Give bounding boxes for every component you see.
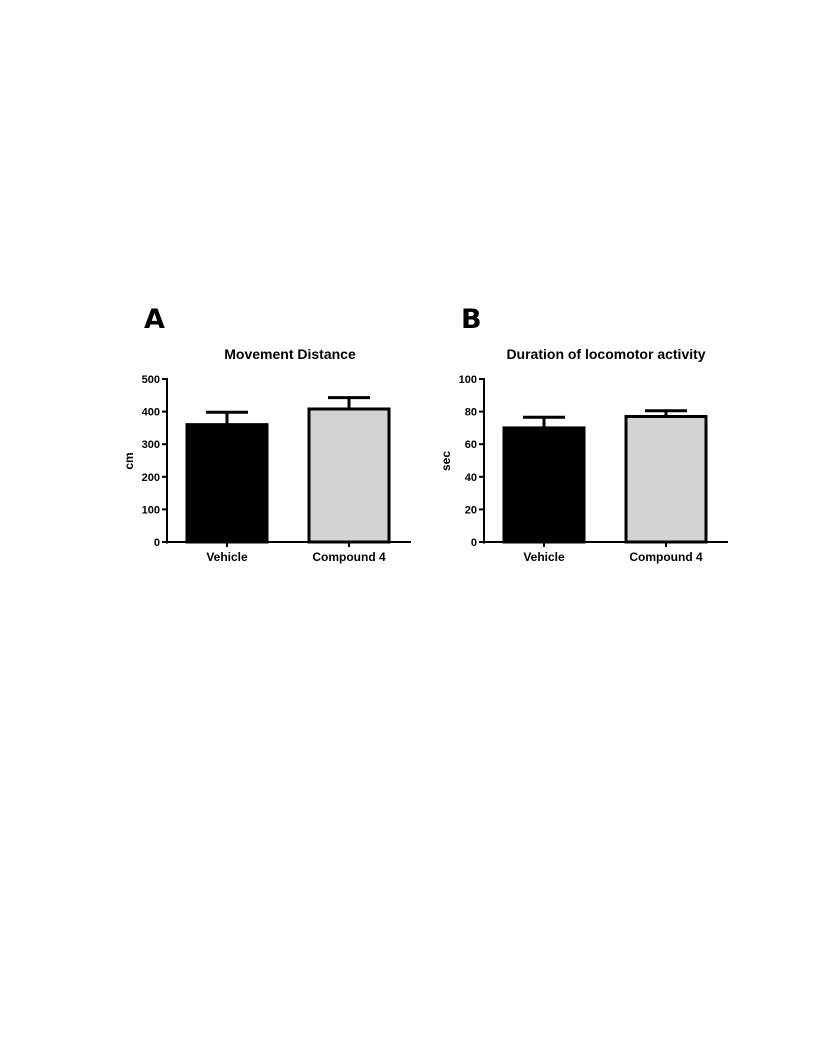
y-tick-label-b: 60 [465, 439, 477, 451]
bar-b-1 [502, 426, 586, 544]
error-bar-a-2 [328, 396, 370, 409]
error-bar-b-1 [523, 415, 565, 428]
panel-label-a: A [144, 304, 165, 335]
y-tick-label-a: 0 [154, 537, 160, 549]
error-bar-b-2 [645, 409, 687, 417]
x-tick-label-a: Compound 4 [312, 550, 386, 564]
x-tick-label-b: Vehicle [523, 550, 565, 564]
y-tick-label-a: 400 [142, 407, 160, 419]
y-tick-label-b: 20 [465, 504, 477, 516]
y-tick-label-b: 100 [459, 374, 477, 386]
error-bar-a-1 [206, 410, 248, 425]
y-tick-label-a: 200 [142, 472, 160, 484]
chart-title-b: Duration of locomotor activity [506, 346, 705, 362]
chart-panel-a: A Movement Distance cm 0 100 200 300 400 500 V… [122, 304, 411, 564]
y-tick-label-a: 500 [142, 374, 160, 386]
x-tick-label-b: Compound 4 [629, 550, 703, 564]
chart-title-a: Movement Distance [224, 346, 356, 362]
y-axis-label-a: cm [122, 452, 136, 469]
chart-marks-b: 0 20 40 60 80 100 Vehicle Compound 4 [459, 374, 728, 564]
panel-label-b: B [461, 304, 482, 335]
bar-a-1 [185, 423, 269, 544]
bar-b-2 [624, 414, 708, 544]
y-tick-label-a: 100 [142, 504, 160, 516]
x-tick-label-a: Vehicle [206, 550, 248, 564]
y-axis-label-b: sec [439, 451, 453, 471]
y-tick-label-a: 300 [142, 439, 160, 451]
chart-marks-a: 0 100 200 300 400 500 Vehicle Compound 4 [142, 374, 411, 564]
y-tick-label-b: 0 [471, 537, 477, 549]
y-tick-label-b: 80 [465, 407, 477, 419]
bar-a-2 [307, 407, 391, 544]
chart-panel-b: B Duration of locomotor activity sec 0 20… [439, 304, 728, 564]
y-tick-label-b: 40 [465, 472, 477, 484]
